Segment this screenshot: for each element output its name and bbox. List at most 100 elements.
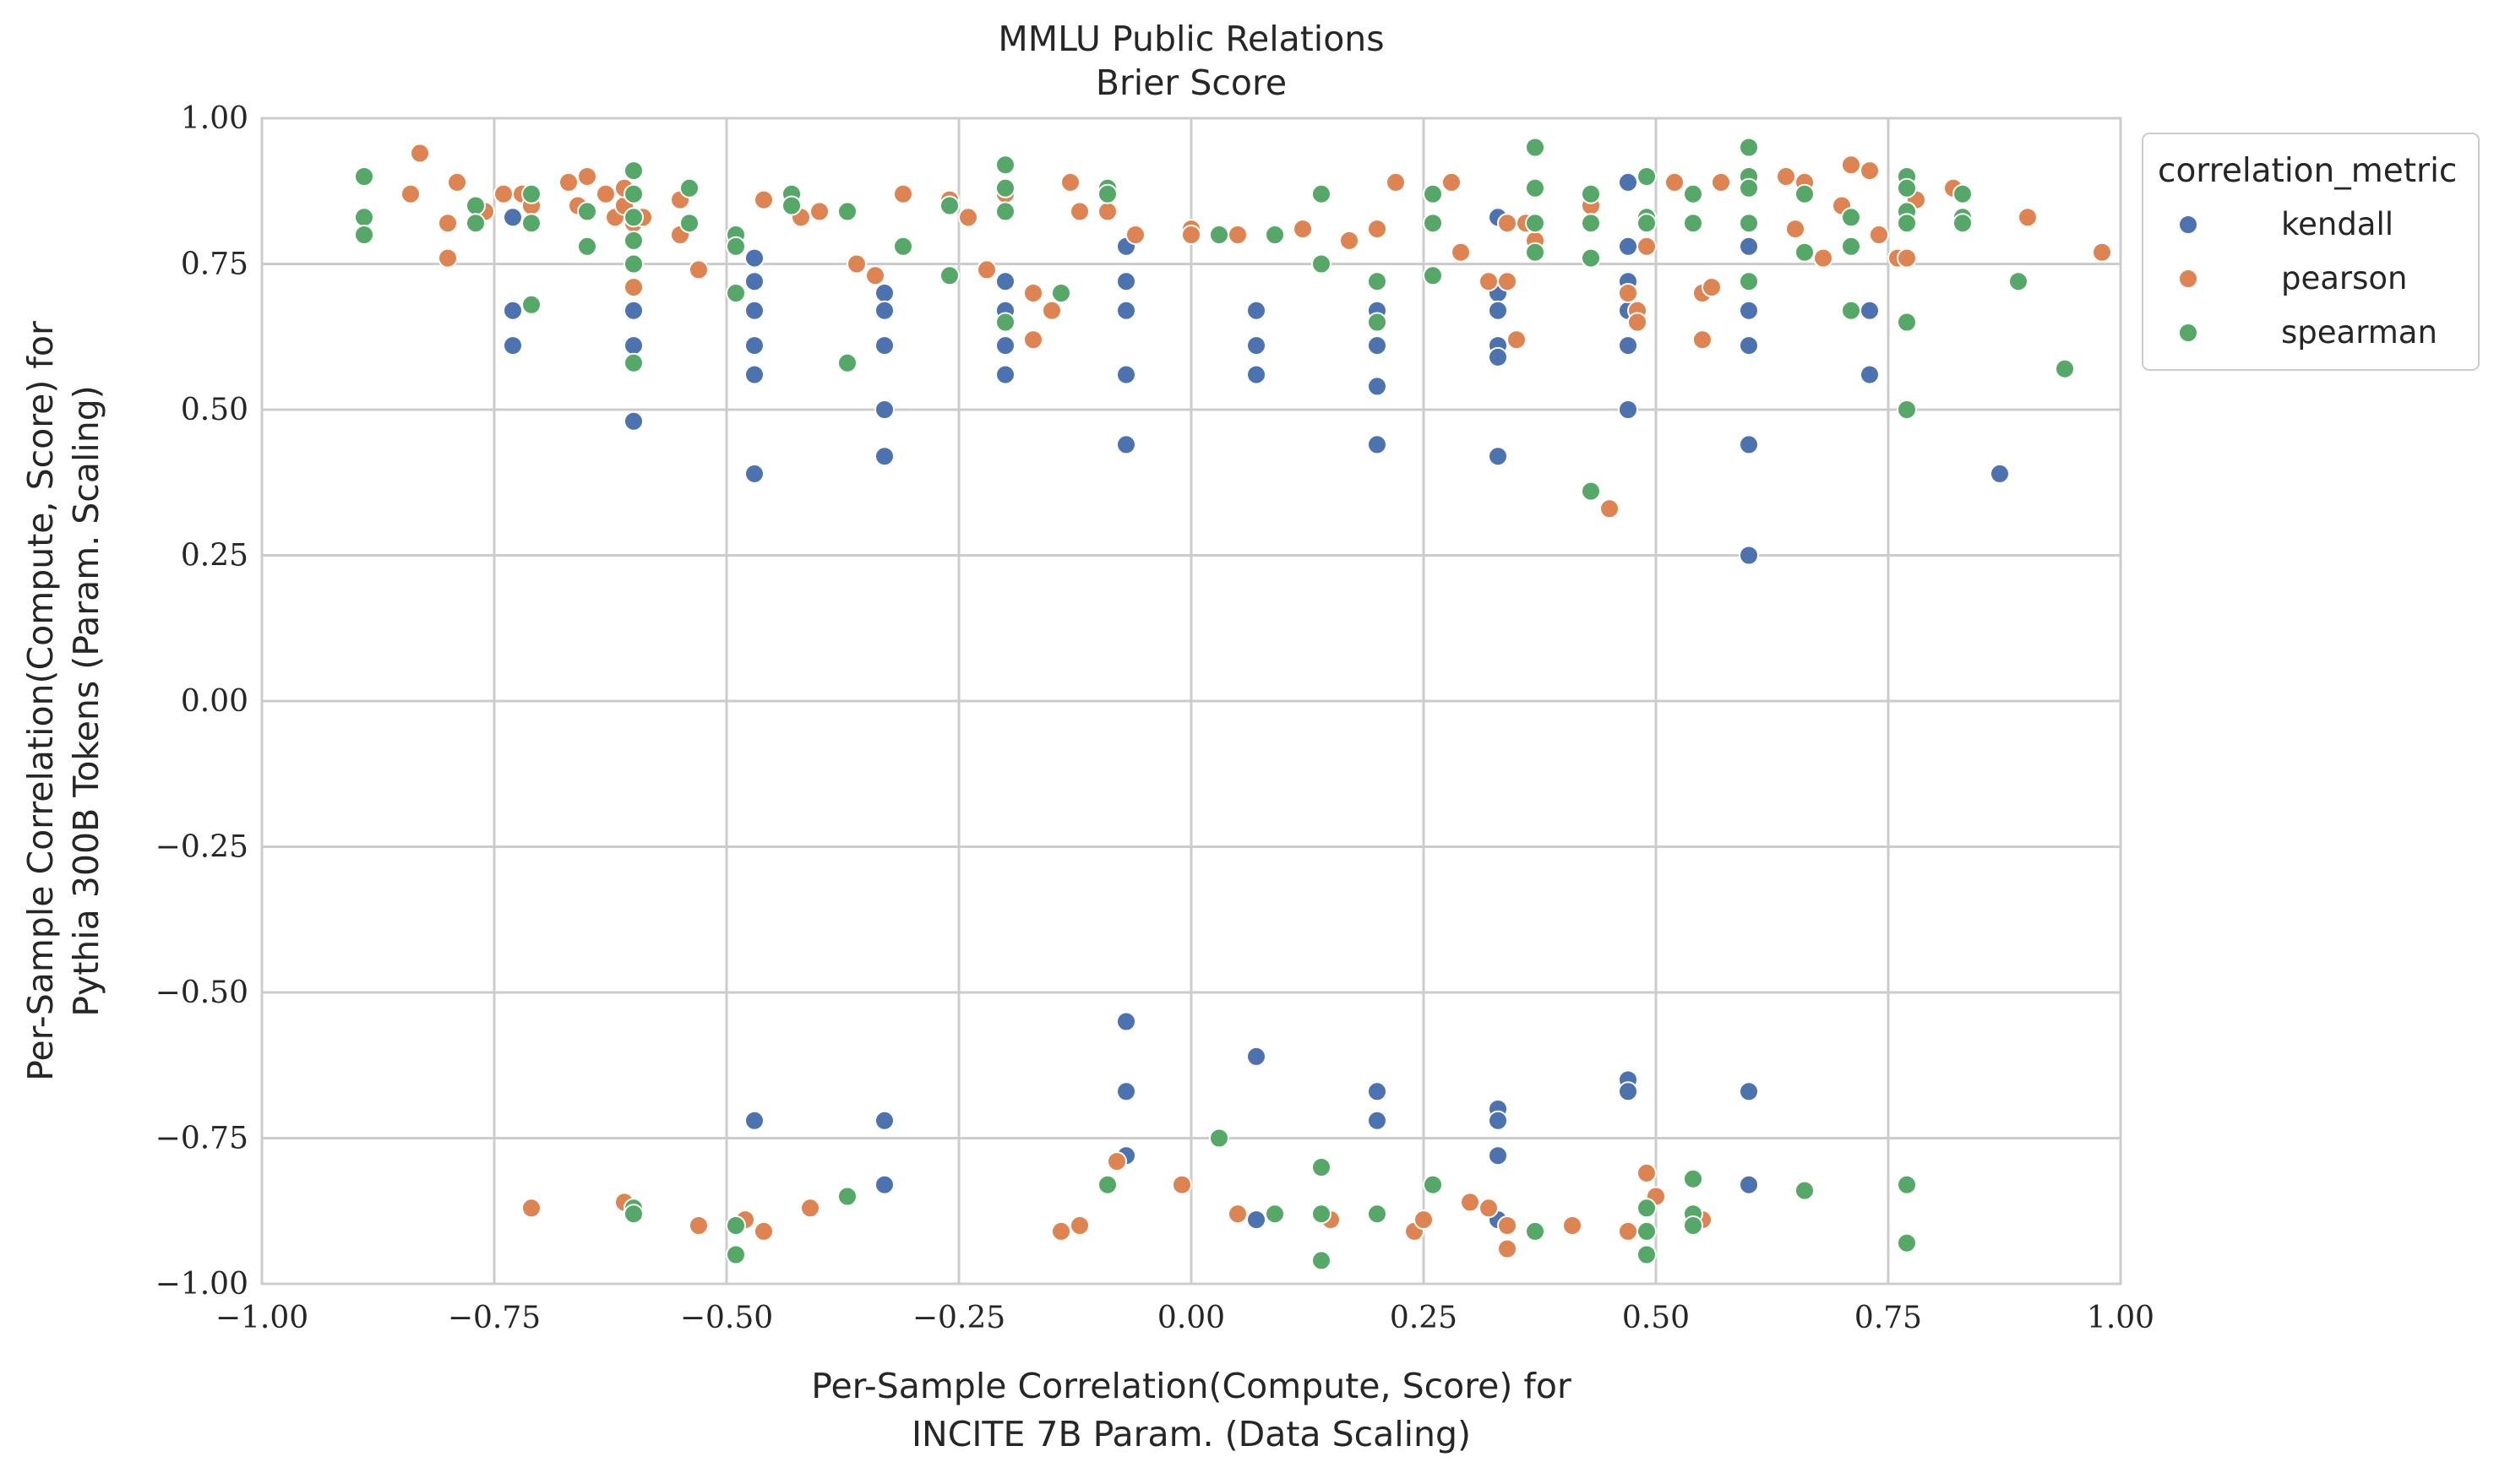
spearman-point (781, 195, 802, 216)
y-tick-label: 0.75 (181, 247, 248, 282)
spearman-point (624, 230, 644, 251)
spearman-point (624, 1204, 644, 1225)
pearson-point (1070, 201, 1090, 222)
spearman-point (2008, 271, 2028, 292)
pearson-point (689, 259, 709, 280)
x-tick-label: 0.50 (1622, 1301, 1690, 1335)
pearson-point (1228, 225, 1248, 245)
legend-label-kendall: kendall (2281, 206, 2393, 242)
spearman-point (939, 265, 960, 286)
kendall-point (874, 300, 895, 321)
spearman-point (1311, 183, 1331, 204)
kendall-point (624, 410, 644, 432)
legend-label-pearson: pearson (2281, 260, 2408, 296)
spearman-point (354, 207, 374, 228)
spearman-point (679, 177, 700, 198)
spearman-point (1367, 1204, 1387, 1225)
y-tick-label: 1.00 (181, 101, 248, 136)
pearson-point (1692, 329, 1713, 351)
x-tick-label: −1.00 (215, 1301, 308, 1335)
spearman-point (1952, 213, 1973, 234)
spearman-point (1367, 312, 1387, 333)
pearson-point (2018, 207, 2038, 228)
y-tick-label: −0.25 (155, 830, 248, 865)
spearman-point (1739, 271, 1759, 292)
kendall-point (1618, 171, 1638, 193)
y-tick-labels: −1.00 −0.75 −0.50 −0.25 0.00 0.25 0.50 0.75 1.00 (155, 101, 248, 1302)
pearson-point (493, 183, 514, 204)
pearson-point (1367, 219, 1387, 240)
kendall-point (1990, 463, 2010, 484)
spearman-point (1311, 1157, 1331, 1177)
kendall-point (744, 247, 765, 269)
plot-frame (260, 117, 2122, 1286)
kendall-point (1116, 300, 1136, 321)
spearman-point (1581, 247, 1601, 269)
kendall-point (1618, 236, 1638, 257)
spearman-point (1265, 225, 1285, 245)
legend: correlation_metric kendall pearson spearma… (2142, 133, 2480, 371)
spearman-point (893, 236, 913, 257)
pearson-point (1051, 1220, 1071, 1242)
y-tick-label: −0.75 (155, 1122, 248, 1156)
spearman-point (1952, 183, 1973, 204)
kendall-point (744, 335, 765, 356)
y-tick-label: −0.50 (155, 976, 248, 1010)
spearman-point (726, 283, 746, 303)
pearson-point (1636, 236, 1657, 257)
kendall-point (744, 271, 765, 292)
kendall-point (874, 446, 895, 467)
kendall-point (1367, 335, 1387, 356)
pearson-point (1860, 160, 1880, 182)
kendall-point (874, 283, 895, 303)
pearson-point (1293, 219, 1313, 240)
spearman-point (624, 160, 644, 182)
spearman-point (1636, 1220, 1657, 1242)
series-kendall (503, 171, 2010, 1231)
pearson-point (1618, 283, 1638, 303)
spearman-point (1525, 242, 1545, 263)
spearman-point (1739, 177, 1759, 198)
spearman-point (1841, 236, 1861, 257)
kendall-point (1367, 1110, 1387, 1131)
pearson-point (447, 171, 467, 193)
pearson-point (1841, 155, 1861, 176)
pearson-point (1562, 1215, 1582, 1236)
chart-subtitle: Brier Score (1096, 63, 1287, 103)
kendall-point (995, 364, 1016, 385)
kendall-point (624, 300, 644, 321)
kendall-point (744, 300, 765, 321)
spearman-point (1423, 265, 1443, 286)
legend-label-spearman: spearman (2281, 314, 2437, 351)
x-axis-label-line-1: Per-Sample Correlation(Compute, Score) f… (811, 1366, 1571, 1406)
y-tick-label: 0.25 (181, 539, 248, 573)
spearman-point (1739, 137, 1759, 158)
spearman-point (1841, 300, 1861, 321)
pearson-point (1060, 171, 1081, 193)
pearson-point (1460, 1192, 1480, 1213)
pearson-point (1897, 247, 1917, 269)
spearman-point (1739, 213, 1759, 234)
kendall-point (874, 1174, 895, 1195)
legend-marker-pearson (2178, 269, 2198, 289)
pearson-point (1711, 171, 1731, 193)
pearson-point (558, 171, 579, 193)
spearman-point (726, 1215, 746, 1236)
spearman-point (939, 195, 960, 216)
kendall-point (1488, 1145, 1508, 1166)
spearman-point (466, 195, 486, 216)
spearman-point (1525, 177, 1545, 198)
pearson-point (1506, 329, 1527, 351)
spearman-point (1636, 166, 1657, 187)
spearman-point (1841, 207, 1861, 228)
kendall-point (1860, 300, 1880, 321)
spearman-point (1311, 1204, 1331, 1225)
pearson-point (1599, 498, 1620, 519)
pearson-point (1441, 171, 1462, 193)
pearson-point (1636, 1162, 1657, 1183)
pearson-point (1339, 230, 1359, 251)
kendall-point (995, 335, 1016, 356)
spearman-point (1525, 213, 1545, 234)
